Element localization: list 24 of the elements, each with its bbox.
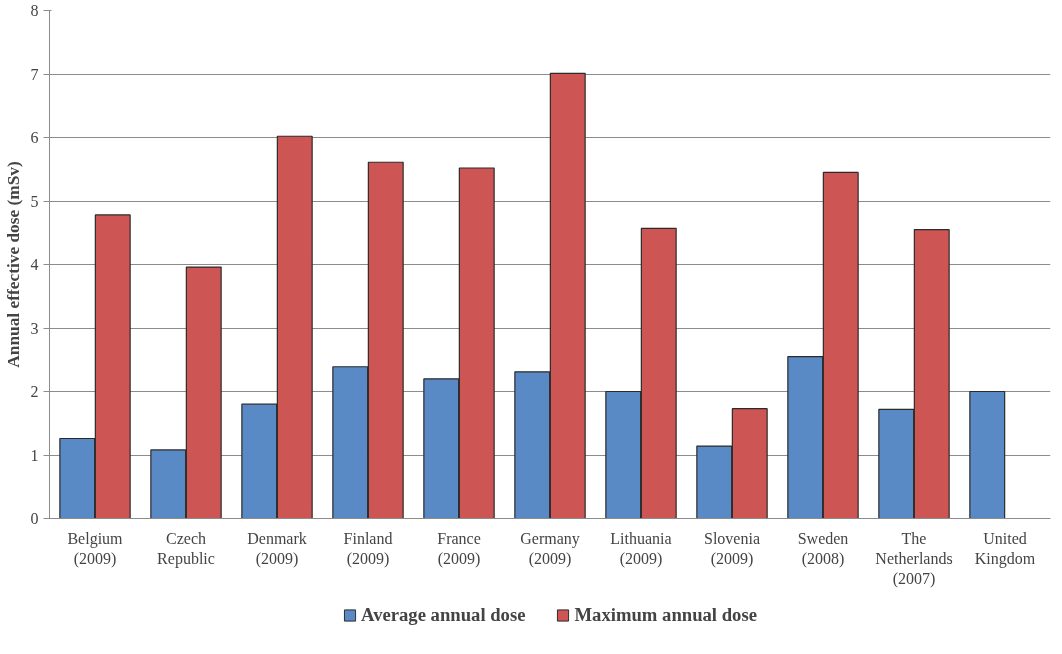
x-tick-label: Finland (2009) [343, 529, 393, 568]
y-tick-label: 2 [30, 383, 39, 400]
x-tick-label: United Kingdom [974, 529, 1036, 568]
y-tick-label: 1 [30, 446, 39, 464]
x-tick-label: Slovenia (2009) [704, 529, 760, 568]
y-tick-label: 3 [30, 319, 39, 337]
y-tick-label: 5 [30, 192, 39, 210]
y-tick-label: 6 [30, 129, 39, 146]
bar [969, 390, 1006, 519]
y-tick-label: 7 [30, 65, 39, 83]
x-tick-label: France (2009) [437, 529, 481, 568]
y-tick-label: 4 [30, 256, 39, 273]
x-tick-label: The Netherlands (2007) [875, 529, 953, 589]
x-tick-label: Germany (2009) [520, 529, 580, 568]
x-tick-label: Lithuania (2009) [610, 529, 672, 568]
legend-label: Maximum annual dose [574, 604, 757, 626]
y-axis-title: Annual effective dose (mSv) [3, 161, 23, 368]
x-tick-label: Denmark (2009) [247, 529, 307, 568]
y-tick-label: 0 [30, 510, 39, 527]
x-tick-label: Belgium (2009) [67, 529, 124, 568]
x-tick-label: Sweden (2008) [797, 529, 849, 568]
legend-label: Average annual dose [361, 604, 526, 626]
y-tick-label: 8 [30, 2, 39, 19]
x-tick-label: Czech Republic [157, 529, 215, 568]
